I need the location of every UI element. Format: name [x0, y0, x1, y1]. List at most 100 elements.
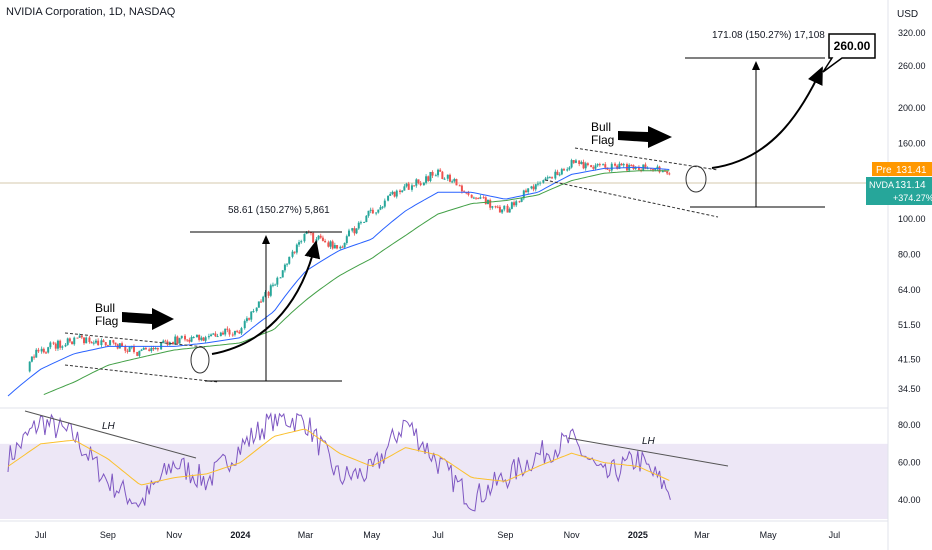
rsi-band [0, 443, 888, 519]
candle-body [92, 342, 95, 344]
candle-body [78, 335, 81, 338]
candle-body [207, 336, 210, 338]
candle-body [666, 171, 669, 174]
candle-body [401, 190, 404, 193]
rsi-lower-high-line-2 [567, 437, 729, 467]
candle-body [405, 183, 408, 187]
candle-body [264, 292, 267, 297]
candle-body [219, 332, 222, 337]
pre-market-tag: Pre 131.41 [872, 162, 932, 176]
candle-body [267, 292, 270, 296]
price-axis[interactable]: 34.50 41.50 51.50 64.00 80.00 100.00 160.00 200… [898, 28, 926, 394]
candle-body [293, 251, 296, 253]
candle-body [106, 345, 109, 347]
rsi-tick-label: 60.00 [898, 458, 921, 468]
candle-body [188, 339, 191, 342]
currency-label[interactable]: USD [897, 9, 919, 20]
candle-body [121, 343, 124, 347]
candle-body [652, 169, 655, 171]
candle-body [661, 170, 664, 173]
bull-flag-channel-2 [544, 147, 719, 218]
candle-body [637, 167, 640, 170]
lh-label-2: LH [642, 436, 656, 447]
candle-body [482, 197, 485, 199]
candle-body [570, 160, 573, 168]
price-tick-label: 64.00 [898, 285, 921, 295]
candle-body [536, 183, 539, 185]
candle-body [546, 177, 549, 179]
candle-body [453, 179, 456, 182]
candle-body [142, 348, 145, 350]
candle-body [491, 206, 494, 208]
candle-body [484, 197, 487, 205]
candle-body [226, 328, 229, 330]
time-tick-label: Nov [564, 530, 581, 540]
candle-body [560, 169, 563, 175]
candle-body [584, 163, 587, 169]
candle-body [321, 237, 324, 241]
candle-body [562, 169, 565, 171]
candle-body [47, 347, 50, 353]
candle-body [383, 200, 386, 207]
candle-body [580, 161, 583, 165]
candle-body [422, 182, 425, 186]
candle-body [319, 235, 322, 238]
svg-text:131.41: 131.41 [896, 165, 927, 176]
candle-body [644, 164, 647, 169]
candle-body [85, 337, 88, 344]
candle-body [574, 160, 577, 163]
candle-body [367, 210, 370, 216]
candle-body [518, 201, 521, 203]
candle-body [64, 344, 67, 347]
rsi-axis: 40.00 60.00 80.00 [898, 420, 921, 505]
candle-body [164, 340, 167, 342]
price-tick-label: 100.00 [898, 214, 926, 224]
price-tick-label: 80.00 [898, 249, 921, 259]
candle-body [419, 183, 422, 186]
time-axis[interactable]: Jul Sep Nov 2024 Mar May Jul Sep Nov 2025 Mar May Ju… [35, 530, 840, 540]
candle-body [548, 177, 551, 179]
candle-body [291, 251, 294, 257]
candle-body [148, 349, 151, 351]
candle-body [345, 236, 348, 244]
candle-body [407, 183, 410, 190]
candle-body [94, 340, 97, 343]
candle-body [283, 264, 286, 271]
candle-body [305, 231, 308, 234]
last-price-tag: NVDA 131.14 +374.27% [866, 177, 932, 205]
lh-label-1: LH [102, 421, 116, 432]
candle-body [417, 179, 420, 184]
bull-flag-label-1: Bull Flag [95, 301, 118, 328]
candle-body [54, 343, 57, 349]
candle-body [395, 190, 398, 197]
candle-body [566, 169, 569, 171]
candle-body [355, 228, 358, 234]
candle-body [238, 331, 241, 334]
candle-body [202, 337, 205, 341]
candle-body [176, 336, 179, 344]
candle-body [578, 160, 581, 165]
candle-body [195, 334, 198, 338]
candle-body [586, 163, 589, 166]
candle-body [513, 202, 516, 206]
candle-body [399, 190, 402, 193]
candle-body [365, 215, 368, 222]
ma-fast-line [7, 166, 670, 397]
candle-body [35, 349, 38, 358]
candle-body [300, 241, 303, 243]
candle-body [460, 185, 463, 192]
time-tick-label: Jul [432, 530, 444, 540]
candle-body [622, 164, 625, 166]
candle-body [343, 243, 346, 248]
projection-arrow-1 [211, 240, 321, 355]
candle-body [130, 346, 133, 348]
candle-body [243, 321, 246, 329]
candle-body [114, 342, 117, 345]
candle-body [596, 164, 599, 166]
candle-body [132, 346, 135, 352]
candle-body [45, 352, 48, 354]
candle-body [126, 350, 129, 352]
candle-body [252, 311, 255, 313]
candle-body [317, 235, 320, 240]
